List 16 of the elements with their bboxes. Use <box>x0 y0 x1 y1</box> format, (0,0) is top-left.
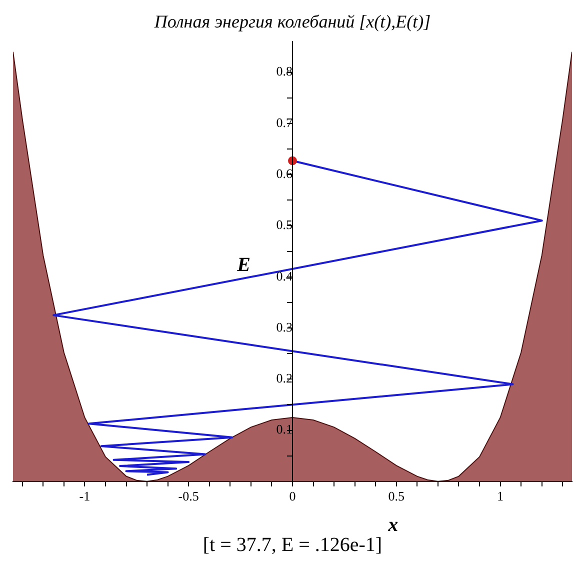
y-tick-label: 0.4 <box>276 268 293 284</box>
y-tick-label: 0.8 <box>276 64 292 79</box>
y-tick-label: 0.2 <box>276 370 292 386</box>
x-axis-title: x <box>387 514 398 536</box>
x-tick-label: 0 <box>289 488 296 504</box>
y-tick-label: 0.3 <box>276 319 292 334</box>
y-axis-title: E <box>236 254 250 276</box>
x-tick-label: 0.5 <box>388 488 405 504</box>
x-tick-label: -0.5 <box>178 488 199 504</box>
y-tick-label: 0.7 <box>276 114 293 130</box>
x-tick-label: -1 <box>79 488 90 504</box>
x-tick-label: 1 <box>497 488 504 504</box>
y-tick-label: 0.1 <box>276 422 292 437</box>
text: [t = 37.7, E = .126e-1] <box>202 534 382 556</box>
y-tick-label: 0.5 <box>276 217 292 232</box>
chart-title: Полная энергия колебаний [x(t),E(t)] <box>153 12 431 32</box>
